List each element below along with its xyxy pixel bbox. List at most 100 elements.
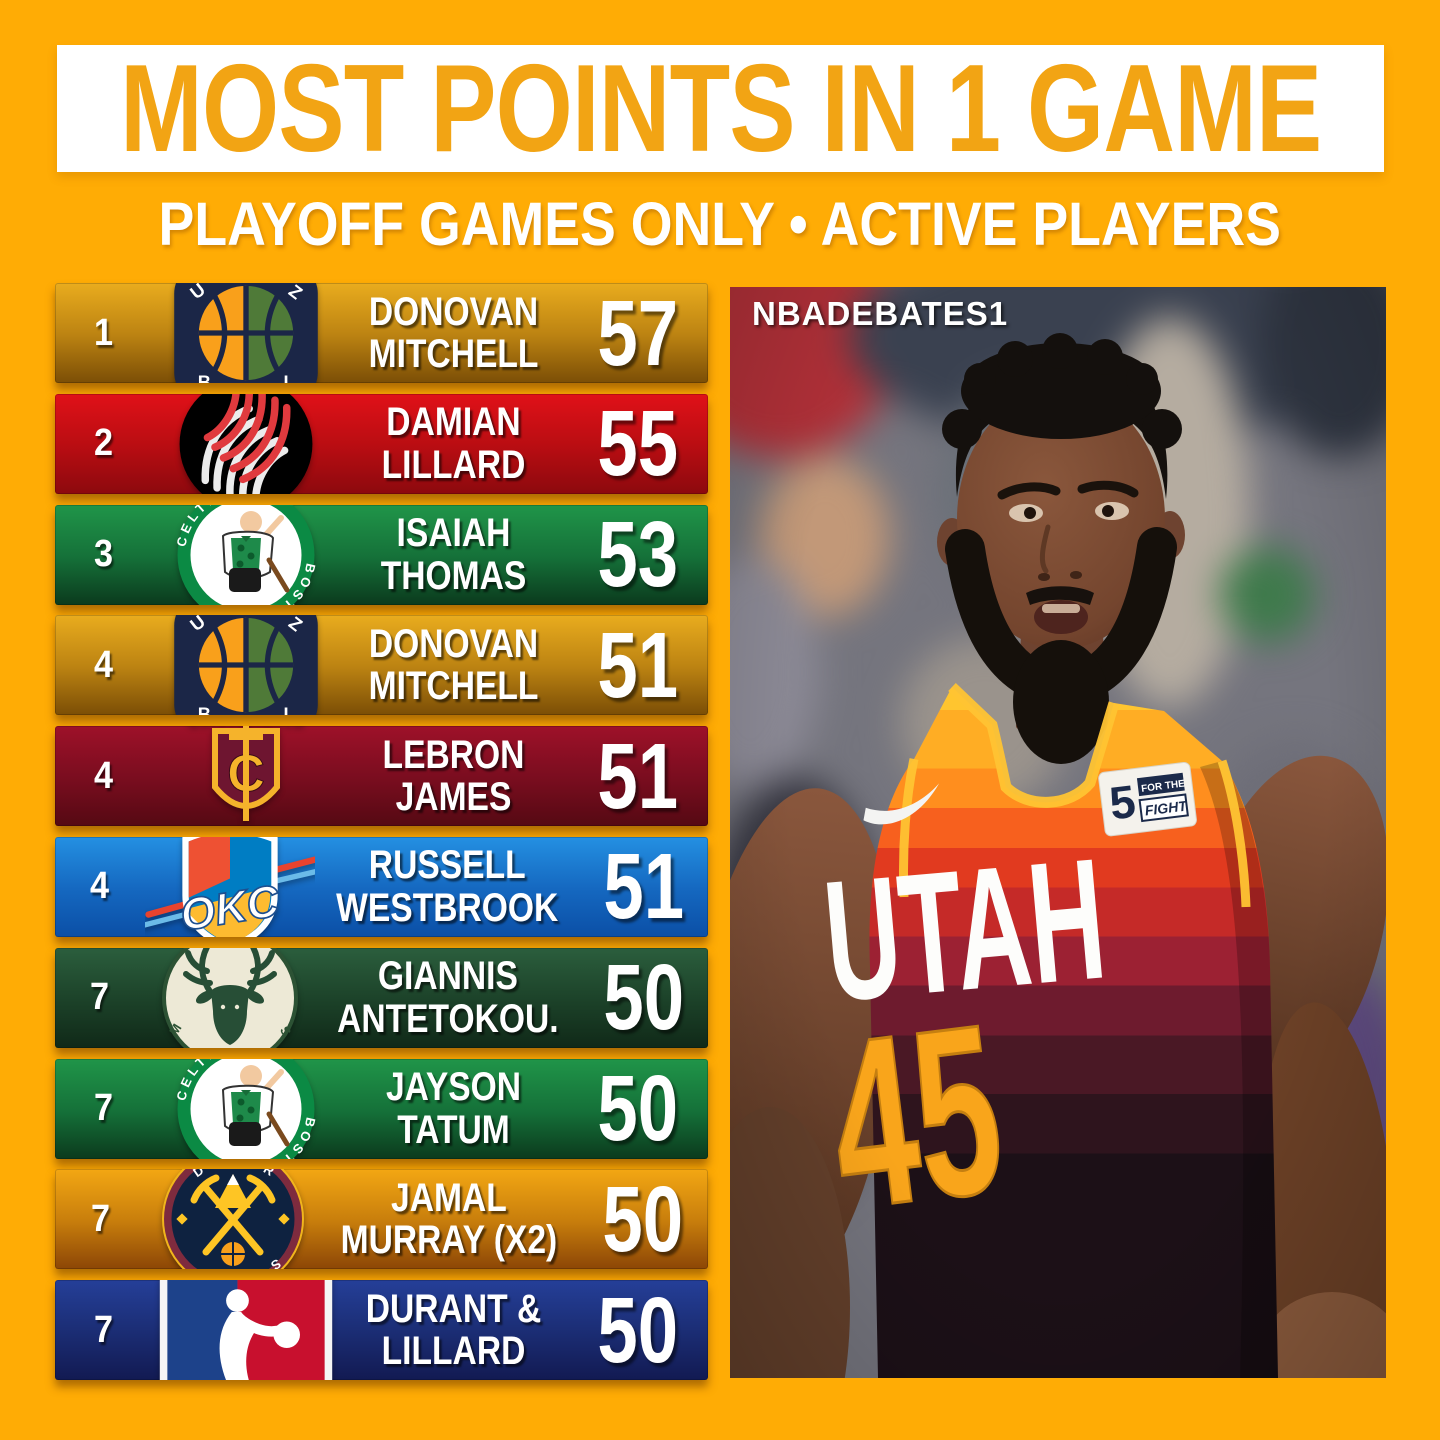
player-illustration: 5 FOR THE FIGHT UTAH 45 — [730, 333, 1386, 1378]
leaderboard-row-2: 2 DAMIAN LILLARD 55 — [55, 393, 708, 494]
team-logo — [153, 1280, 339, 1380]
points-value: 57 — [568, 286, 708, 380]
rank-value: 3 — [94, 533, 114, 576]
rank-label: 7 — [55, 976, 145, 1019]
leaderboard-row-6: 4 RUSSELL WESTBROOK 51 — [55, 836, 708, 937]
blazers-logo-icon — [156, 394, 336, 494]
player-name-line1: JAYSON — [385, 1065, 522, 1110]
rank-value: 7 — [91, 1197, 111, 1240]
player-name-line1: GIANNIS — [377, 954, 518, 999]
leaderboard-row-1: 1 DONOVAN MITCHELL 57 — [55, 283, 708, 383]
rank-label: 4 — [55, 755, 153, 798]
player-name: JAYSON TATUM — [339, 1066, 568, 1151]
rank-label: 1 — [55, 312, 153, 355]
player-name-line2: TATUM — [397, 1107, 510, 1152]
points-text: 53 — [597, 502, 679, 607]
player-name: GIANNIS ANTETOKOU. — [316, 955, 580, 1040]
points-text: 50 — [602, 1166, 684, 1271]
jersey-number-text: 45 — [817, 974, 1014, 1260]
leaderboard-row-10: 7 DURANT & LILLARD 50 — [55, 1277, 708, 1382]
points-value: 50 — [579, 951, 708, 1044]
player-name-line1: JAMAL — [390, 1175, 507, 1220]
points-value: 53 — [568, 508, 708, 601]
leaderboard-row-5: 4 LEBRON JAMES 51 — [55, 726, 708, 827]
team-logo — [153, 1059, 339, 1159]
player-name-line2: MURRAY (X2) — [340, 1218, 557, 1263]
five-for-the-fight-patch: 5 FOR THE FIGHT — [1098, 761, 1197, 837]
rank-label: 7 — [55, 1087, 153, 1130]
rank-value: 2 — [94, 422, 114, 465]
player-name: DURANT & LILLARD — [339, 1288, 568, 1373]
nba-logo-icon — [156, 1280, 336, 1380]
player-name-line1: DONOVAN — [368, 289, 539, 334]
team-logo — [153, 615, 339, 715]
patch-line2: FIGHT — [1144, 797, 1189, 818]
player-name-line1: RUSSELL — [369, 843, 526, 888]
rank-value: 7 — [94, 1308, 114, 1351]
rank-label: 4 — [55, 865, 145, 908]
player-name-line2: THOMAS — [380, 553, 527, 598]
celtics-logo-icon — [156, 1059, 336, 1159]
player-name: RUSSELL WESTBROOK — [315, 844, 579, 929]
bucks-logo-icon — [145, 948, 316, 1048]
team-logo — [146, 1169, 319, 1269]
points-value: 51 — [580, 840, 708, 933]
rank-label: 2 — [55, 422, 153, 465]
player-name-line2: WESTBROOK — [336, 885, 559, 930]
leaderboard: 1 DONOVAN MITCHELL 57 2 DAMIAN LILLARD 5… — [55, 283, 708, 1382]
leaderboard-row-3: 3 ISAIAH THOMAS 53 — [55, 504, 708, 605]
points-value: 50 — [568, 1277, 708, 1382]
patch-number: 5 — [1107, 775, 1139, 830]
leaderboard-row-8: 7 JAYSON TATUM 50 — [55, 1058, 708, 1159]
player-photo: 5 FOR THE FIGHT UTAH 45 NBADEBATES1 — [730, 287, 1386, 1378]
watermark: NBADEBATES1 — [752, 295, 1009, 332]
points-value: 50 — [568, 1062, 708, 1155]
points-text: 50 — [597, 1056, 679, 1161]
rank-value: 7 — [90, 976, 110, 1019]
rank-label: 7 — [55, 1309, 153, 1352]
cavs-logo-icon — [156, 726, 336, 826]
team-logo — [153, 283, 339, 383]
player-name-line2: LILLARD — [381, 442, 526, 487]
player-name: DONOVAN MITCHELL — [339, 623, 568, 708]
celtics-logo-icon — [156, 505, 336, 605]
player-name: LEBRON JAMES — [339, 734, 568, 819]
patch-line1: FOR THE — [1141, 778, 1186, 794]
player-name-line2: JAMES — [395, 775, 512, 820]
rank-label: 4 — [55, 644, 153, 687]
rank-label: 3 — [55, 533, 153, 576]
player-name-line1: DAMIAN — [386, 400, 521, 445]
player-name-line2: MITCHELL — [368, 332, 539, 376]
rank-value: 4 — [94, 643, 114, 686]
points-text: 51 — [603, 834, 685, 939]
player-name-line1: ISAIAH — [396, 511, 511, 556]
team-logo — [145, 837, 315, 937]
page-title: MOST POINTS IN 1 GAME — [119, 39, 1322, 178]
points-text: 51 — [597, 612, 679, 717]
points-value: 51 — [568, 612, 708, 717]
nike-swoosh-icon — [863, 783, 940, 825]
points-text: 50 — [597, 1277, 679, 1382]
rank-label: 7 — [55, 1198, 146, 1241]
player-name: ISAIAH THOMAS — [339, 512, 568, 597]
leaderboard-row-7: 7 GIANNIS ANTETOKOU. 50 — [55, 947, 708, 1048]
jersey-team-text: UTAH — [818, 823, 1113, 1038]
subtitle-text: PLAYOFF GAMES ONLY • ACTIVE PLAYERS — [158, 190, 1282, 258]
leaderboard-row-4: 4 DONOVAN MITCHELL 51 — [55, 612, 708, 717]
rank-value: 4 — [94, 754, 114, 797]
player-name-line1: LEBRON — [382, 732, 525, 777]
player-name-line2: ANTETOKOU. — [336, 996, 559, 1041]
team-logo — [153, 726, 339, 826]
points-value: 55 — [568, 397, 708, 490]
player-name-line1: DURANT & — [365, 1286, 542, 1331]
player-arms — [730, 755, 1386, 1378]
subtitle: PLAYOFF GAMES ONLY • ACTIVE PLAYERS — [0, 194, 1440, 255]
rank-value: 4 — [90, 865, 110, 908]
player-head — [937, 333, 1185, 764]
jazz-logo-icon — [156, 615, 336, 715]
player-name-line2: LILLARD — [381, 1329, 526, 1374]
nuggets-logo-icon — [146, 1169, 319, 1269]
jazz-logo-icon — [156, 283, 336, 383]
player-name: DAMIAN LILLARD — [339, 401, 568, 486]
team-logo — [153, 394, 339, 494]
